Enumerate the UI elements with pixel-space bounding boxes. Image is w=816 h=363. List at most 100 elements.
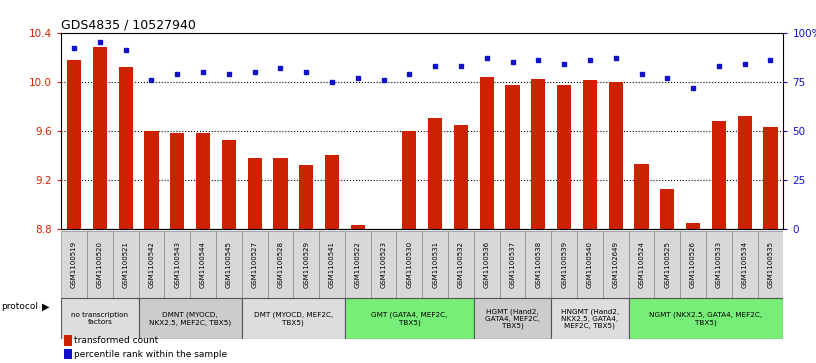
Text: GSM1100536: GSM1100536 <box>484 241 490 288</box>
Text: GSM1102649: GSM1102649 <box>613 241 619 288</box>
Bar <box>247 158 262 229</box>
Bar <box>164 231 190 298</box>
Bar <box>113 231 139 298</box>
Text: GSM1100521: GSM1100521 <box>122 241 129 288</box>
Text: GSM1100537: GSM1100537 <box>509 241 516 288</box>
Bar <box>67 60 81 229</box>
Bar <box>552 231 577 298</box>
Bar <box>531 79 545 229</box>
Bar <box>370 231 397 298</box>
Bar <box>583 81 597 229</box>
Text: GSM1100529: GSM1100529 <box>304 241 309 288</box>
Bar <box>448 231 474 298</box>
Bar <box>526 231 552 298</box>
Text: GSM1100543: GSM1100543 <box>175 241 180 288</box>
Text: GSM1100520: GSM1100520 <box>97 241 103 288</box>
Bar <box>273 158 287 229</box>
Text: GSM1100525: GSM1100525 <box>664 241 670 288</box>
Bar <box>654 231 681 298</box>
Bar <box>603 231 628 298</box>
Bar <box>557 85 571 229</box>
Text: GSM1100530: GSM1100530 <box>406 241 412 288</box>
Text: GSM1100532: GSM1100532 <box>458 241 464 288</box>
Text: GSM1100534: GSM1100534 <box>742 241 747 288</box>
Text: DMNT (MYOCD,
NKX2.5, MEF2C, TBX5): DMNT (MYOCD, NKX2.5, MEF2C, TBX5) <box>149 312 231 326</box>
Text: GSM1100533: GSM1100533 <box>716 241 722 288</box>
Bar <box>139 298 242 339</box>
Bar <box>293 231 319 298</box>
Bar <box>706 231 732 298</box>
Text: GSM1100524: GSM1100524 <box>638 241 645 288</box>
Bar <box>499 231 526 298</box>
Text: NGMT (NKX2.5, GATA4, MEF2C,
TBX5): NGMT (NKX2.5, GATA4, MEF2C, TBX5) <box>650 312 762 326</box>
Bar <box>764 127 778 229</box>
Text: GSM1100523: GSM1100523 <box>380 241 387 288</box>
Text: protocol: protocol <box>1 302 38 311</box>
Text: GSM1100528: GSM1100528 <box>277 241 283 288</box>
Bar <box>480 77 494 229</box>
Bar <box>738 116 752 229</box>
Bar <box>196 133 211 229</box>
Text: GSM1100531: GSM1100531 <box>432 241 438 288</box>
Bar <box>144 131 158 229</box>
Bar <box>397 231 423 298</box>
Bar <box>216 231 242 298</box>
Text: ▶: ▶ <box>42 302 50 312</box>
Text: transformed count: transformed count <box>74 336 158 345</box>
Text: DMT (MYOCD, MEF2C,
TBX5): DMT (MYOCD, MEF2C, TBX5) <box>254 312 333 326</box>
Bar <box>351 225 365 229</box>
Bar <box>423 231 448 298</box>
Text: HNGMT (Hand2,
NKX2.5, GATA4,
MEF2C, TBX5): HNGMT (Hand2, NKX2.5, GATA4, MEF2C, TBX5… <box>561 308 619 329</box>
Text: GSM1100519: GSM1100519 <box>71 241 77 288</box>
Text: GSM1100526: GSM1100526 <box>690 241 696 288</box>
Text: HGMT (Hand2,
GATA4, MEF2C,
TBX5): HGMT (Hand2, GATA4, MEF2C, TBX5) <box>485 308 540 329</box>
Text: GSM1100538: GSM1100538 <box>535 241 541 288</box>
Text: GDS4835 / 10527940: GDS4835 / 10527940 <box>61 19 196 32</box>
Text: percentile rank within the sample: percentile rank within the sample <box>74 350 228 359</box>
Bar <box>686 223 700 229</box>
Text: GSM1100542: GSM1100542 <box>149 241 154 288</box>
Bar <box>454 125 468 229</box>
Bar <box>345 231 370 298</box>
Text: GSM1100535: GSM1100535 <box>768 241 774 288</box>
Bar <box>681 231 706 298</box>
Bar <box>552 298 628 339</box>
Text: GSM1100527: GSM1100527 <box>251 241 258 288</box>
Text: GSM1100544: GSM1100544 <box>200 241 206 288</box>
Bar <box>428 118 442 229</box>
Bar <box>634 164 649 229</box>
Text: no transcription
factors: no transcription factors <box>71 312 128 325</box>
Bar <box>474 298 552 339</box>
Bar <box>87 231 113 298</box>
Bar <box>171 133 184 229</box>
Bar <box>376 229 391 237</box>
Bar <box>93 48 107 229</box>
Bar <box>190 231 216 298</box>
Bar <box>577 231 603 298</box>
Bar <box>299 165 313 229</box>
Bar <box>628 298 783 339</box>
Bar <box>757 231 783 298</box>
Bar <box>61 231 87 298</box>
Bar <box>118 67 133 229</box>
Bar <box>325 155 339 229</box>
Bar <box>712 121 726 229</box>
Bar <box>660 189 674 229</box>
Bar <box>732 231 757 298</box>
Bar <box>61 298 139 339</box>
Bar <box>139 231 164 298</box>
Bar <box>222 140 236 229</box>
Bar <box>319 231 345 298</box>
Text: GSM1100522: GSM1100522 <box>355 241 361 288</box>
Text: GMT (GATA4, MEF2C,
TBX5): GMT (GATA4, MEF2C, TBX5) <box>371 312 447 326</box>
Bar <box>268 231 293 298</box>
Bar <box>505 85 520 229</box>
Text: GSM1100541: GSM1100541 <box>329 241 335 288</box>
Bar <box>609 82 623 229</box>
Bar <box>242 231 268 298</box>
Bar <box>242 298 345 339</box>
Text: GSM1100539: GSM1100539 <box>561 241 567 288</box>
Bar <box>402 131 416 229</box>
Bar <box>345 298 474 339</box>
Text: GSM1100540: GSM1100540 <box>587 241 593 288</box>
